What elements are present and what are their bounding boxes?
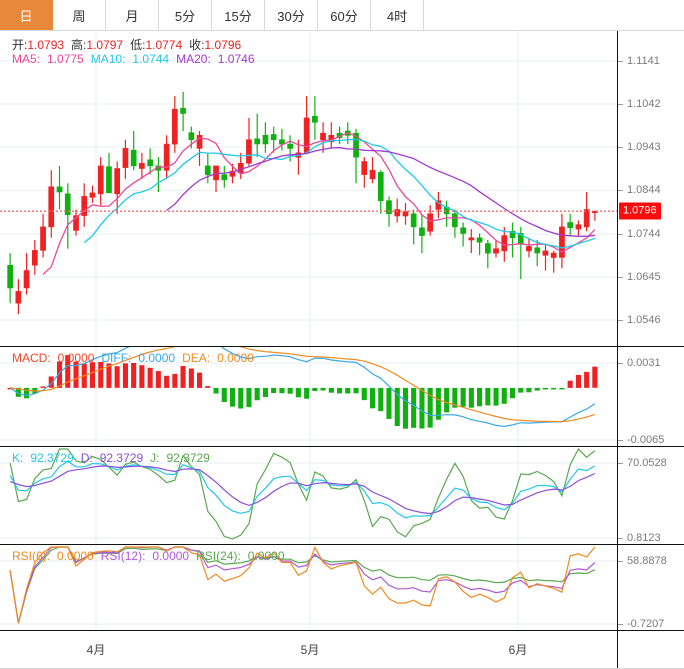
time-axis: 4月 5月 6月 (0, 631, 684, 669)
price-tick: 1.0844 (627, 184, 661, 197)
timeframe-toolbar: 日 周 月 5分 15分 30分 60分 4时 (0, 0, 684, 31)
rsi-axis: 58.8878 -0.7207 (617, 545, 684, 630)
time-axis-labels: 4月 5月 6月 (0, 631, 617, 668)
price-tick: 1.0645 (627, 271, 661, 283)
price-axis: 1.1141 1.1042 1.0943 1.0844 1.0744 1.0645 1.05… (617, 31, 684, 346)
rsi-panel[interactable]: 58.8878 -0.7207 RSI(6): 0.0000 RSI(12): 0.00… (0, 545, 684, 631)
tab-30min[interactable]: 30分 (265, 0, 318, 30)
tick-mark (618, 538, 623, 539)
tick-mark (618, 363, 623, 364)
tab-day[interactable]: 日 (0, 0, 53, 30)
tick-mark (618, 190, 623, 192)
time-tick-label: 5月 (300, 643, 320, 657)
price-tick: 1.0943 (627, 141, 661, 154)
tab-5min[interactable]: 5分 (159, 0, 212, 30)
rsi-plot[interactable] (0, 545, 617, 630)
kdj-panel[interactable]: 70.0528 0.8123 K: 92.3729 D: 92.3729 J: 92.372… (0, 447, 684, 545)
time-tick-label: 4月 (86, 643, 106, 657)
tick-mark (618, 104, 623, 105)
time-axis-corner (617, 631, 684, 668)
tab-month[interactable]: 月 (106, 0, 159, 30)
macd-plot[interactable] (0, 347, 617, 446)
tick-mark (618, 147, 623, 149)
macd-tick: 0.0031 (627, 357, 661, 369)
tick-mark (618, 60, 623, 62)
tab-15min[interactable]: 15分 (212, 0, 265, 30)
macd-axis: 0.0031 -0.0065 (617, 347, 684, 446)
candlestick-panel[interactable]: 1.1141 1.1042 1.0943 1.0844 1.0744 1.0645 1.05… (0, 31, 684, 347)
tick-mark (618, 463, 623, 464)
tick-mark (618, 561, 623, 562)
rsi-tick: 58.8878 (627, 555, 667, 567)
price-tick: 1.0744 (627, 227, 661, 240)
tab-4hour[interactable]: 4时 (371, 0, 424, 30)
kdj-tick: 70.0528 (627, 457, 667, 469)
tick-mark (618, 277, 623, 278)
time-tick-label: 6月 (508, 643, 528, 657)
current-price-tag: 1.0796 (619, 202, 661, 220)
tick-mark (618, 233, 623, 235)
macd-panel[interactable]: 0.0031 -0.0065 MACD: 0.0000 DIFF: 0.0000 DEA:… (0, 347, 684, 447)
price-tick: 1.1042 (627, 98, 661, 110)
toolbar-filler (424, 0, 684, 30)
macd-tick: -0.0065 (627, 434, 665, 446)
price-tick: 1.0546 (627, 314, 661, 327)
tab-week[interactable]: 周 (53, 0, 106, 30)
kdj-tick: 0.8123 (627, 532, 661, 544)
kdj-axis: 70.0528 0.8123 (617, 447, 684, 544)
tick-mark (618, 624, 623, 625)
tick-mark (618, 320, 623, 322)
tab-60min[interactable]: 60分 (318, 0, 371, 30)
price-tick: 1.1141 (627, 54, 660, 67)
kdj-plot[interactable] (0, 447, 617, 544)
tick-mark (618, 440, 623, 441)
candlestick-plot[interactable] (0, 31, 617, 346)
rsi-tick: -0.7207 (627, 618, 665, 630)
